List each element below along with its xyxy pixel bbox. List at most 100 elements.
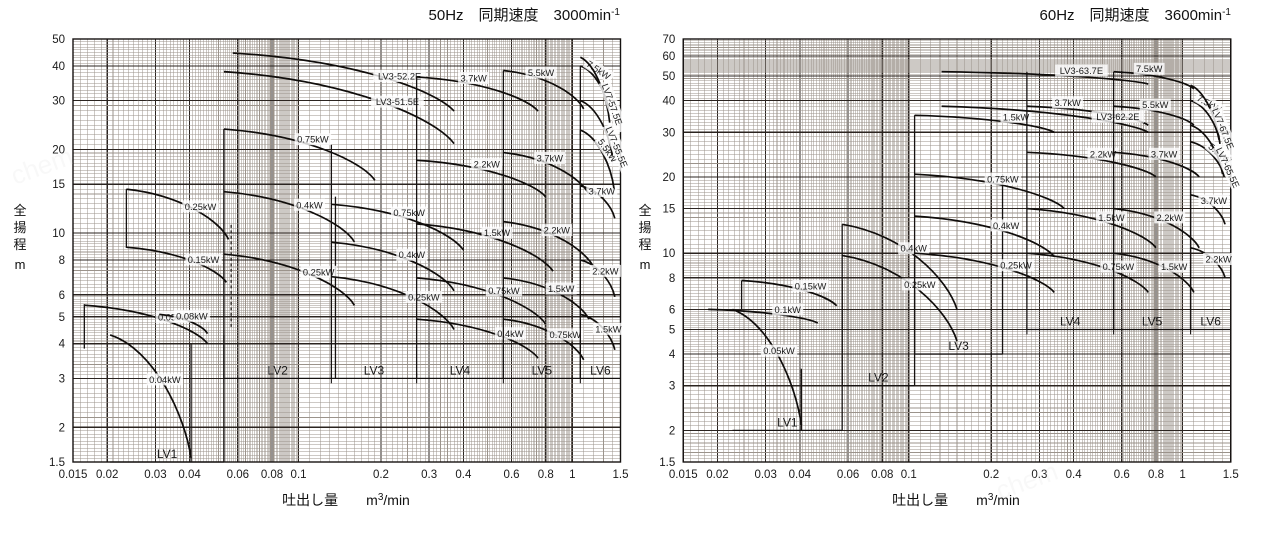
svg-text:1.5kW: 1.5kW xyxy=(595,324,622,334)
svg-text:10: 10 xyxy=(662,248,675,260)
svg-text:1.5kW: 1.5kW xyxy=(484,228,511,238)
svg-text:LV4: LV4 xyxy=(1060,314,1081,328)
svg-text:60: 60 xyxy=(662,51,675,63)
svg-text:0.015: 0.015 xyxy=(59,469,88,481)
svg-text:0.15kW: 0.15kW xyxy=(188,255,220,265)
svg-text:15: 15 xyxy=(662,204,675,216)
svg-text:0.75kW: 0.75kW xyxy=(550,330,582,340)
svg-text:6: 6 xyxy=(669,304,675,316)
svg-text:m: m xyxy=(15,257,26,272)
svg-text:4: 4 xyxy=(59,339,66,351)
svg-text:全: 全 xyxy=(13,203,26,218)
svg-text:3.7kW: 3.7kW xyxy=(537,153,564,163)
svg-text:0.4kW: 0.4kW xyxy=(497,329,524,339)
svg-text:LV6: LV6 xyxy=(590,363,611,377)
svg-text:0.75kW: 0.75kW xyxy=(488,286,520,296)
svg-text:20: 20 xyxy=(662,172,675,184)
svg-text:0.02: 0.02 xyxy=(96,469,118,481)
svg-text:0.4kW: 0.4kW xyxy=(399,250,426,260)
svg-text:2.2kW: 2.2kW xyxy=(1157,213,1184,223)
svg-text:0.1kW: 0.1kW xyxy=(775,305,802,315)
svg-text:0.02: 0.02 xyxy=(706,469,728,481)
svg-text:0.25kW: 0.25kW xyxy=(303,267,335,277)
svg-text:吐出し量 m3/min: 吐出し量 m3/min xyxy=(282,492,410,509)
svg-text:0.3: 0.3 xyxy=(421,469,437,481)
svg-text:5: 5 xyxy=(59,312,65,324)
svg-text:8: 8 xyxy=(669,273,675,285)
svg-text:0.04: 0.04 xyxy=(178,469,201,481)
svg-text:LV2: LV2 xyxy=(267,363,288,377)
svg-text:6: 6 xyxy=(59,290,65,302)
svg-text:1: 1 xyxy=(1179,469,1185,481)
svg-text:揚: 揚 xyxy=(638,220,651,235)
svg-text:LV3-51.5E: LV3-51.5E xyxy=(376,97,419,107)
svg-text:0.25kW: 0.25kW xyxy=(904,280,936,290)
svg-text:50: 50 xyxy=(662,71,675,83)
svg-text:40: 40 xyxy=(52,61,65,73)
svg-text:1.5kW: 1.5kW xyxy=(548,284,575,294)
svg-text:LV3-63.7E: LV3-63.7E xyxy=(1060,66,1103,76)
svg-text:30: 30 xyxy=(52,96,65,108)
svg-text:5.5kW: 5.5kW xyxy=(528,68,555,78)
svg-text:5: 5 xyxy=(669,324,675,336)
svg-text:70: 70 xyxy=(662,34,675,46)
svg-text:0.25kW: 0.25kW xyxy=(408,292,440,302)
svg-text:1.5kW: 1.5kW xyxy=(1161,262,1188,272)
svg-text:0.75kW: 0.75kW xyxy=(987,174,1019,184)
svg-text:LV1: LV1 xyxy=(157,447,178,461)
svg-text:0.6: 0.6 xyxy=(1114,469,1130,481)
svg-text:LV5: LV5 xyxy=(1142,314,1163,328)
svg-text:3.7kW: 3.7kW xyxy=(1054,98,1081,108)
svg-text:0.05kW: 0.05kW xyxy=(763,346,795,356)
svg-text:4: 4 xyxy=(669,349,676,361)
svg-text:3.7kW: 3.7kW xyxy=(1201,196,1228,206)
svg-text:程: 程 xyxy=(638,237,651,252)
svg-text:揚: 揚 xyxy=(13,220,26,235)
svg-text:8: 8 xyxy=(59,255,65,267)
svg-text:2.2kW: 2.2kW xyxy=(1090,149,1117,159)
svg-text:1.5kW: 1.5kW xyxy=(1098,213,1125,223)
svg-text:1.5: 1.5 xyxy=(613,469,629,481)
svg-text:50: 50 xyxy=(52,34,65,46)
svg-text:50Hz 同期速度 3000min-1: 50Hz 同期速度 3000min-1 xyxy=(429,7,621,25)
svg-text:0.75kW: 0.75kW xyxy=(1103,262,1135,272)
svg-text:0.4: 0.4 xyxy=(1066,469,1083,481)
svg-text:LV3: LV3 xyxy=(364,363,385,377)
svg-text:15: 15 xyxy=(52,179,65,191)
svg-text:0.08: 0.08 xyxy=(871,469,893,481)
svg-text:1.5: 1.5 xyxy=(659,457,675,469)
svg-text:0.08: 0.08 xyxy=(261,469,283,481)
svg-text:程: 程 xyxy=(13,237,26,252)
svg-text:0.75kW: 0.75kW xyxy=(393,208,425,218)
svg-text:0.4kW: 0.4kW xyxy=(901,244,928,254)
svg-text:0.08kW: 0.08kW xyxy=(176,311,208,321)
svg-text:3.7kW: 3.7kW xyxy=(589,186,616,196)
svg-text:0.15kW: 0.15kW xyxy=(795,281,827,291)
svg-text:30: 30 xyxy=(662,127,675,139)
svg-text:LV2: LV2 xyxy=(868,371,889,385)
svg-text:m: m xyxy=(640,257,651,272)
svg-text:0.4: 0.4 xyxy=(455,469,472,481)
svg-text:0.8: 0.8 xyxy=(538,469,554,481)
svg-text:0.03: 0.03 xyxy=(754,469,776,481)
svg-text:0.4kW: 0.4kW xyxy=(993,221,1020,231)
svg-text:5.5kW: 5.5kW xyxy=(1142,100,1169,110)
svg-text:0.2: 0.2 xyxy=(373,469,389,481)
svg-text:0.8: 0.8 xyxy=(1148,469,1164,481)
svg-text:LV3-62.2E: LV3-62.2E xyxy=(1096,112,1139,122)
svg-text:0.06: 0.06 xyxy=(837,469,859,481)
svg-text:0.04: 0.04 xyxy=(789,469,812,481)
svg-text:10: 10 xyxy=(52,228,65,240)
svg-text:2: 2 xyxy=(669,425,675,437)
svg-text:1: 1 xyxy=(569,469,575,481)
svg-text:0.6: 0.6 xyxy=(504,469,520,481)
svg-text:LV3: LV3 xyxy=(948,339,969,353)
svg-text:LV5: LV5 xyxy=(532,363,553,377)
svg-text:LV6: LV6 xyxy=(1200,314,1221,328)
svg-text:0.75kW: 0.75kW xyxy=(297,135,329,145)
svg-text:0.03: 0.03 xyxy=(144,469,166,481)
svg-text:LV1: LV1 xyxy=(777,415,798,429)
svg-text:2.2kW: 2.2kW xyxy=(592,266,619,276)
svg-text:0.015: 0.015 xyxy=(669,469,698,481)
svg-text:0.25kW: 0.25kW xyxy=(185,202,217,212)
